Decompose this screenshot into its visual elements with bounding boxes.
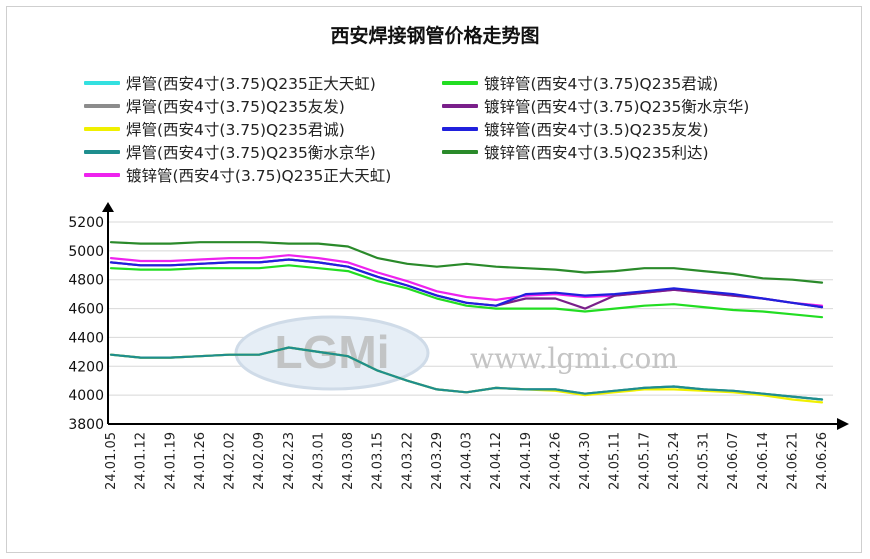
legend-label: 焊管(西安4寸(3.75)Q235君诚)	[126, 121, 345, 139]
legend-label: 焊管(西安4寸(3.75)Q235衡水京华)	[126, 144, 376, 162]
legend-swatch	[84, 127, 120, 131]
logo-text: LGMi	[275, 326, 390, 378]
x-tick-label: 24.01.26	[193, 432, 208, 490]
x-tick-label: 24.04.19	[519, 432, 534, 490]
legend-label: 镀锌管(西安4寸(3.75)Q235正大天虹)	[126, 167, 392, 185]
x-tick-label: 24.03.29	[430, 432, 445, 490]
x-tick-label: 24.01.19	[163, 432, 178, 490]
axes	[102, 202, 849, 430]
legend-swatch	[442, 81, 478, 85]
x-tick-label: 24.04.12	[489, 432, 504, 490]
series-line	[109, 264, 824, 319]
legend-label: 镀锌管(西安4寸(3.5)Q235友发)	[484, 121, 709, 139]
legend-item: 镀锌管(西安4寸(3.5)Q235利达)	[442, 141, 709, 163]
legend-label: 焊管(西安4寸(3.75)Q235正大天虹)	[126, 75, 376, 93]
y-tick-labels: 3800 4000 4200 4400 4600 4800 5000 5200	[68, 215, 104, 433]
legend-swatch	[442, 150, 478, 154]
x-tick-label: 24.05.24	[667, 432, 682, 490]
legend-item: 镀锌管(西安4寸(3.5)Q235友发)	[442, 118, 709, 140]
x-tick-labels: 24.01.05 24.01.12 24.01.19 24.01.26 24.02.02…	[104, 432, 830, 490]
x-tick-label: 24.05.11	[608, 432, 623, 490]
x-tick-label: 24.03.08	[341, 432, 356, 490]
y-axis-arrow	[102, 202, 114, 212]
legend-label: 镀锌管(西安4寸(3.75)Q235君诚)	[484, 75, 719, 93]
legend-swatch	[84, 81, 120, 85]
legend-swatch	[442, 104, 478, 108]
legend-swatch	[84, 150, 120, 154]
x-tick-label: 24.06.07	[726, 432, 741, 490]
series-line	[109, 258, 824, 310]
y-tick-label: 4200	[68, 359, 104, 375]
x-tick-label: 24.04.26	[548, 432, 563, 490]
x-tick-label: 24.04.03	[460, 432, 475, 490]
y-tick-label: 5000	[68, 244, 104, 260]
legend-swatch	[84, 104, 120, 108]
x-tick-label: 24.01.05	[104, 432, 119, 490]
x-tick-label: 24.06.26	[815, 432, 830, 490]
x-tick-label: 24.06.14	[756, 432, 771, 490]
legend-label: 镀锌管(西安4寸(3.5)Q235利达)	[484, 144, 709, 162]
grid	[108, 221, 833, 396]
watermark: LGMi www.lgmi.com	[234, 315, 678, 391]
series-line	[109, 258, 824, 309]
legend-label: 镀锌管(西安4寸(3.75)Q235衡水京华)	[484, 98, 750, 116]
x-tick-label: 24.04.30	[578, 432, 593, 490]
x-tick-label: 24.02.02	[223, 432, 238, 490]
chart-title: 西安焊接钢管价格走势图	[330, 25, 540, 47]
y-tick-label: 4000	[68, 388, 104, 404]
x-tick-label: 24.05.17	[637, 432, 652, 490]
x-tick-label: 24.03.15	[371, 432, 386, 490]
x-tick-label: 24.03.01	[311, 432, 326, 490]
series-line	[109, 241, 824, 284]
legend-item: 镀锌管(西安4寸(3.75)Q235衡水京华)	[442, 95, 749, 117]
series-lines	[109, 241, 824, 404]
x-tick-label: 24.02.23	[282, 432, 297, 490]
legend-item: 镀锌管(西安4寸(3.75)Q235正大天虹)	[84, 164, 391, 186]
y-tick-label: 5200	[68, 215, 104, 231]
x-tick-label: 24.01.12	[134, 432, 149, 490]
y-tick-label: 4800	[68, 273, 104, 289]
y-tick-label: 4400	[68, 330, 104, 346]
legend-item: 焊管(西安4寸(3.75)Q235正大天虹)	[84, 72, 376, 94]
legend-item: 镀锌管(西安4寸(3.75)Q235君诚)	[442, 72, 718, 94]
x-axis-arrow	[837, 418, 849, 430]
legend-swatch	[442, 127, 478, 131]
watermark-text: www.lgmi.com	[470, 342, 678, 375]
y-tick-label: 4600	[68, 302, 104, 318]
legend-item: 焊管(西安4寸(3.75)Q235友发)	[84, 95, 345, 117]
series-line	[109, 346, 824, 401]
legend-item: 焊管(西安4寸(3.75)Q235衡水京华)	[84, 141, 376, 163]
legend-swatch	[84, 173, 120, 177]
x-tick-label: 24.05.31	[697, 432, 712, 490]
y-tick-label: 3800	[68, 417, 104, 433]
legend-item: 焊管(西安4寸(3.75)Q235君诚)	[84, 118, 345, 140]
x-tick-label: 24.02.09	[252, 432, 267, 490]
legend-label: 焊管(西安4寸(3.75)Q235友发)	[126, 98, 345, 116]
x-tick-label: 24.03.22	[400, 432, 415, 490]
x-tick-label: 24.06.21	[785, 432, 800, 490]
